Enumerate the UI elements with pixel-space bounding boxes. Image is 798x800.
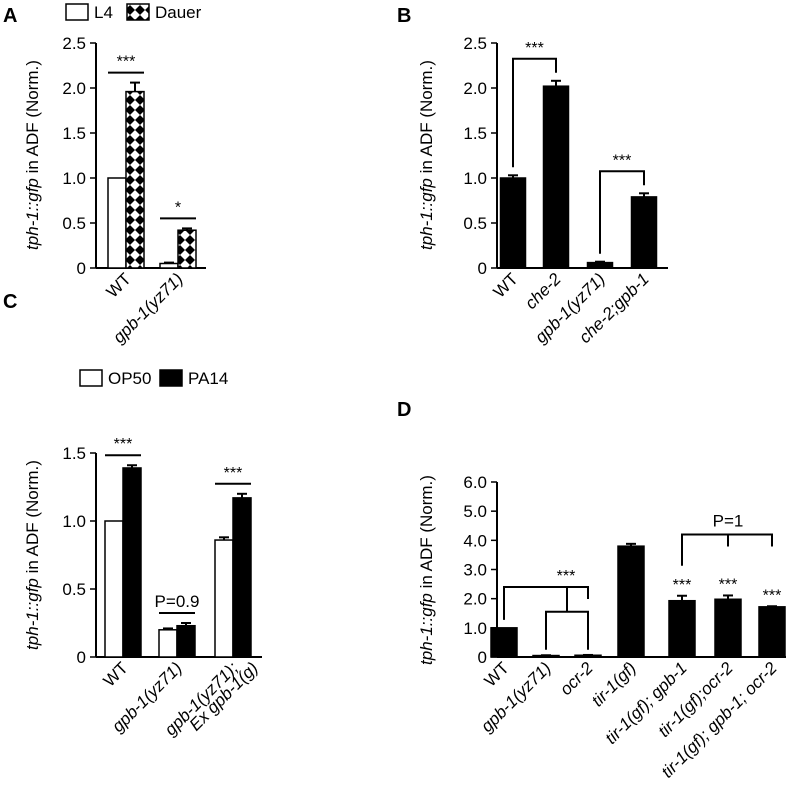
bar-value	[617, 545, 645, 658]
y-tick-label: 6.0	[463, 473, 487, 492]
bar-l4	[159, 262, 179, 269]
significance-label: ***	[114, 436, 133, 453]
legend-swatch-op50	[79, 369, 103, 387]
bar-value	[499, 177, 527, 269]
panel-letter-c: C	[3, 291, 17, 313]
y-tick-label: 1.5	[463, 124, 487, 143]
y-axis-label-text: in ADF (Norm.)	[23, 60, 42, 178]
legend-swatch-l4	[65, 3, 89, 21]
y-tick-label: 0	[478, 648, 487, 667]
y-tick-label: 0	[478, 259, 487, 278]
comparison-bracket	[512, 57, 557, 168]
y-tick-label: 1.0	[463, 619, 487, 638]
bar-op50	[104, 520, 124, 658]
y-axis-label-gene: tph-1::gfp	[417, 178, 436, 250]
legend-label-l4: L4	[94, 3, 113, 22]
y-tick-label: 0.5	[463, 214, 487, 233]
y-tick-label: 1.0	[463, 169, 487, 188]
y-tick-label: 0	[77, 259, 86, 278]
legend-swatch-dauer	[126, 3, 150, 21]
y-axis-label-gene: tph-1::gfp	[23, 178, 42, 250]
bar-op50	[214, 539, 234, 658]
bar-pa14	[176, 624, 196, 658]
y-axis-label: tph-1::gfp in ADF (Norm.)	[23, 460, 42, 650]
significance-label: ***	[719, 576, 738, 593]
panel-letter-b: B	[397, 5, 411, 27]
y-tick-label: 1.5	[62, 124, 86, 143]
bar-value	[714, 598, 742, 658]
y-axis-label-gene: tph-1::gfp	[23, 578, 42, 650]
comparison-bracket	[545, 610, 589, 650]
significance-label: ***	[525, 40, 544, 57]
y-axis-label: tph-1::gfp in ADF (Norm.)	[417, 60, 436, 250]
significance-label: ***	[613, 152, 632, 169]
y-axis-label: tph-1::gfp in ADF (Norm.)	[23, 60, 42, 250]
y-tick-label: 1.5	[62, 444, 86, 463]
significance-label: ***	[557, 568, 576, 585]
bar-pa14	[122, 467, 142, 658]
x-tick-label: WT	[100, 658, 132, 690]
y-tick-label: 3.0	[463, 561, 487, 580]
y-tick-label: 1.0	[62, 512, 86, 531]
x-tick-label: WT	[490, 269, 522, 301]
comparison-bracket	[599, 170, 645, 254]
y-tick-label: 2.0	[62, 79, 86, 98]
comparison-bracket	[503, 586, 589, 620]
y-tick-label: 2.5	[463, 34, 487, 53]
bar-value	[490, 627, 518, 658]
y-tick-label: 5.0	[463, 502, 487, 521]
panel-letter-a: A	[3, 5, 17, 27]
significance-label: ***	[673, 577, 692, 594]
y-axis-label-text: in ADF (Norm.)	[23, 460, 42, 578]
significance-label: *	[175, 199, 181, 216]
y-tick-label: 0.5	[62, 214, 86, 233]
bar-value	[630, 196, 658, 269]
y-axis-label: tph-1::gfp in ADF (Norm.)	[417, 475, 436, 665]
bar-pa14	[232, 497, 252, 658]
bar-op50	[158, 629, 178, 658]
y-tick-label: 1.0	[62, 169, 86, 188]
significance-label: P=1	[713, 512, 744, 531]
y-tick-label: 2.0	[463, 79, 487, 98]
legend-label-dauer: Dauer	[155, 3, 202, 22]
y-axis-label-text: in ADF (Norm.)	[417, 475, 436, 593]
y-tick-label: 0	[77, 648, 86, 667]
bar-value	[668, 599, 696, 658]
legend-swatch-pa14	[159, 369, 183, 387]
significance-label: P=0.9	[155, 592, 200, 611]
x-tick-label: WT	[103, 269, 135, 301]
panel-letter-d: D	[397, 399, 411, 421]
y-axis-label-text: in ADF (Norm.)	[417, 60, 436, 178]
bar-value	[542, 85, 570, 269]
bar-value	[758, 606, 786, 658]
significance-label: ***	[763, 587, 782, 604]
bar-dauer	[125, 90, 145, 269]
y-axis-label-gene: tph-1::gfp	[417, 593, 436, 665]
bar-dauer	[177, 229, 197, 269]
significance-label: ***	[117, 54, 136, 71]
legend-label-pa14: PA14	[188, 369, 228, 388]
bar-l4	[107, 177, 127, 269]
y-tick-label: 2.5	[62, 34, 86, 53]
legend-label-op50: OP50	[108, 369, 151, 388]
y-tick-label: 0.5	[62, 580, 86, 599]
significance-label: ***	[224, 465, 243, 482]
y-tick-label: 2.0	[463, 590, 487, 609]
y-tick-label: 4.0	[463, 531, 487, 550]
bar-value	[586, 261, 614, 269]
